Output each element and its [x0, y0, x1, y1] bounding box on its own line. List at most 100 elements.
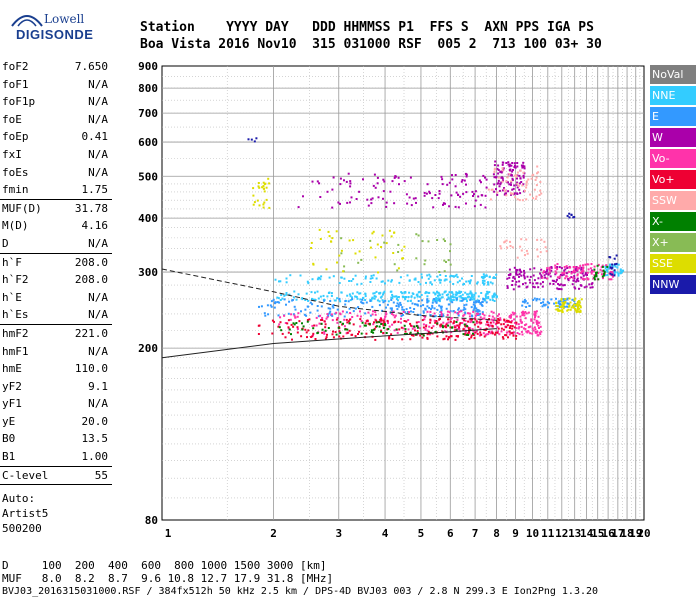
data-point — [495, 296, 498, 299]
data-point — [468, 337, 471, 340]
data-point — [448, 291, 451, 294]
data-point — [556, 305, 559, 308]
data-point — [310, 247, 313, 249]
param-value: N/A — [88, 344, 108, 358]
data-point — [404, 291, 407, 294]
data-point — [580, 270, 583, 273]
data-point — [464, 297, 467, 300]
data-point — [555, 272, 558, 275]
data-point — [555, 301, 558, 304]
x-tick-label: 7 — [472, 527, 479, 540]
data-point — [512, 334, 515, 337]
data-point — [571, 283, 574, 286]
data-point — [476, 314, 479, 316]
data-point — [375, 290, 378, 293]
data-point — [525, 184, 528, 187]
data-point — [311, 335, 314, 338]
data-point — [502, 323, 505, 326]
data-point — [480, 276, 483, 279]
param-value: 13.5 — [81, 432, 109, 446]
data-point — [357, 261, 360, 264]
data-point — [501, 177, 504, 180]
data-point — [437, 197, 440, 200]
data-point — [582, 270, 585, 273]
data-point — [284, 336, 287, 339]
data-point — [385, 313, 388, 316]
data-point — [558, 302, 561, 305]
data-point — [544, 276, 547, 279]
data-point — [453, 325, 456, 328]
data-point — [577, 301, 580, 304]
data-point — [396, 296, 399, 299]
data-point — [577, 280, 580, 283]
data-point — [482, 174, 485, 177]
data-point — [514, 283, 517, 286]
param-row: hmE 110.0 — [0, 360, 112, 378]
data-point — [435, 298, 438, 300]
data-point — [292, 296, 295, 299]
data-point — [501, 336, 504, 339]
data-point — [318, 322, 321, 325]
data-point — [543, 304, 546, 307]
data-point — [442, 202, 445, 205]
data-point — [399, 276, 402, 279]
data-point — [458, 292, 461, 295]
data-point — [590, 263, 593, 265]
data-point — [343, 179, 345, 182]
data-point — [438, 271, 441, 273]
data-point — [263, 312, 266, 315]
data-point — [436, 291, 439, 294]
data-point — [493, 176, 496, 179]
data-point — [400, 314, 403, 317]
data-point — [384, 315, 387, 318]
data-point — [523, 272, 526, 275]
data-point — [431, 304, 434, 307]
data-point — [277, 314, 280, 317]
data-point — [579, 304, 582, 307]
data-point — [593, 278, 596, 281]
data-point — [310, 336, 313, 338]
data-point — [395, 305, 398, 307]
data-point — [324, 326, 327, 329]
data-point — [351, 296, 353, 299]
data-point — [539, 282, 542, 285]
data-point — [494, 333, 496, 336]
data-point — [537, 286, 540, 289]
param-value: 7.650 — [74, 60, 108, 73]
data-point — [558, 277, 561, 280]
data-point — [424, 308, 427, 311]
data-point — [348, 318, 351, 321]
data-point — [382, 332, 385, 334]
data-point — [391, 312, 393, 315]
x-tick-label: 5 — [418, 527, 425, 540]
data-point — [532, 285, 535, 288]
param-row: foF1 N/A — [0, 76, 112, 94]
data-point — [602, 277, 604, 279]
data-point — [539, 251, 542, 254]
data-point — [462, 314, 465, 317]
data-point — [439, 279, 442, 282]
data-point — [479, 327, 482, 330]
data-point — [544, 303, 547, 306]
data-point — [347, 300, 350, 303]
data-point — [380, 323, 383, 325]
data-point — [475, 322, 478, 325]
data-point — [556, 278, 558, 281]
data-point — [461, 277, 463, 280]
data-point — [455, 273, 458, 276]
data-point — [493, 190, 496, 193]
data-point — [384, 299, 387, 302]
data-point — [349, 312, 352, 314]
data-point — [473, 193, 475, 196]
data-point — [577, 305, 579, 308]
data-point — [442, 326, 444, 329]
data-point — [387, 300, 390, 303]
data-point — [561, 301, 564, 304]
data-point — [440, 309, 443, 312]
data-point — [478, 299, 480, 302]
data-point — [510, 164, 513, 167]
param-row: h`F 208.0 — [0, 254, 112, 272]
data-point — [524, 300, 527, 303]
data-point — [606, 270, 609, 273]
data-point — [536, 330, 539, 333]
